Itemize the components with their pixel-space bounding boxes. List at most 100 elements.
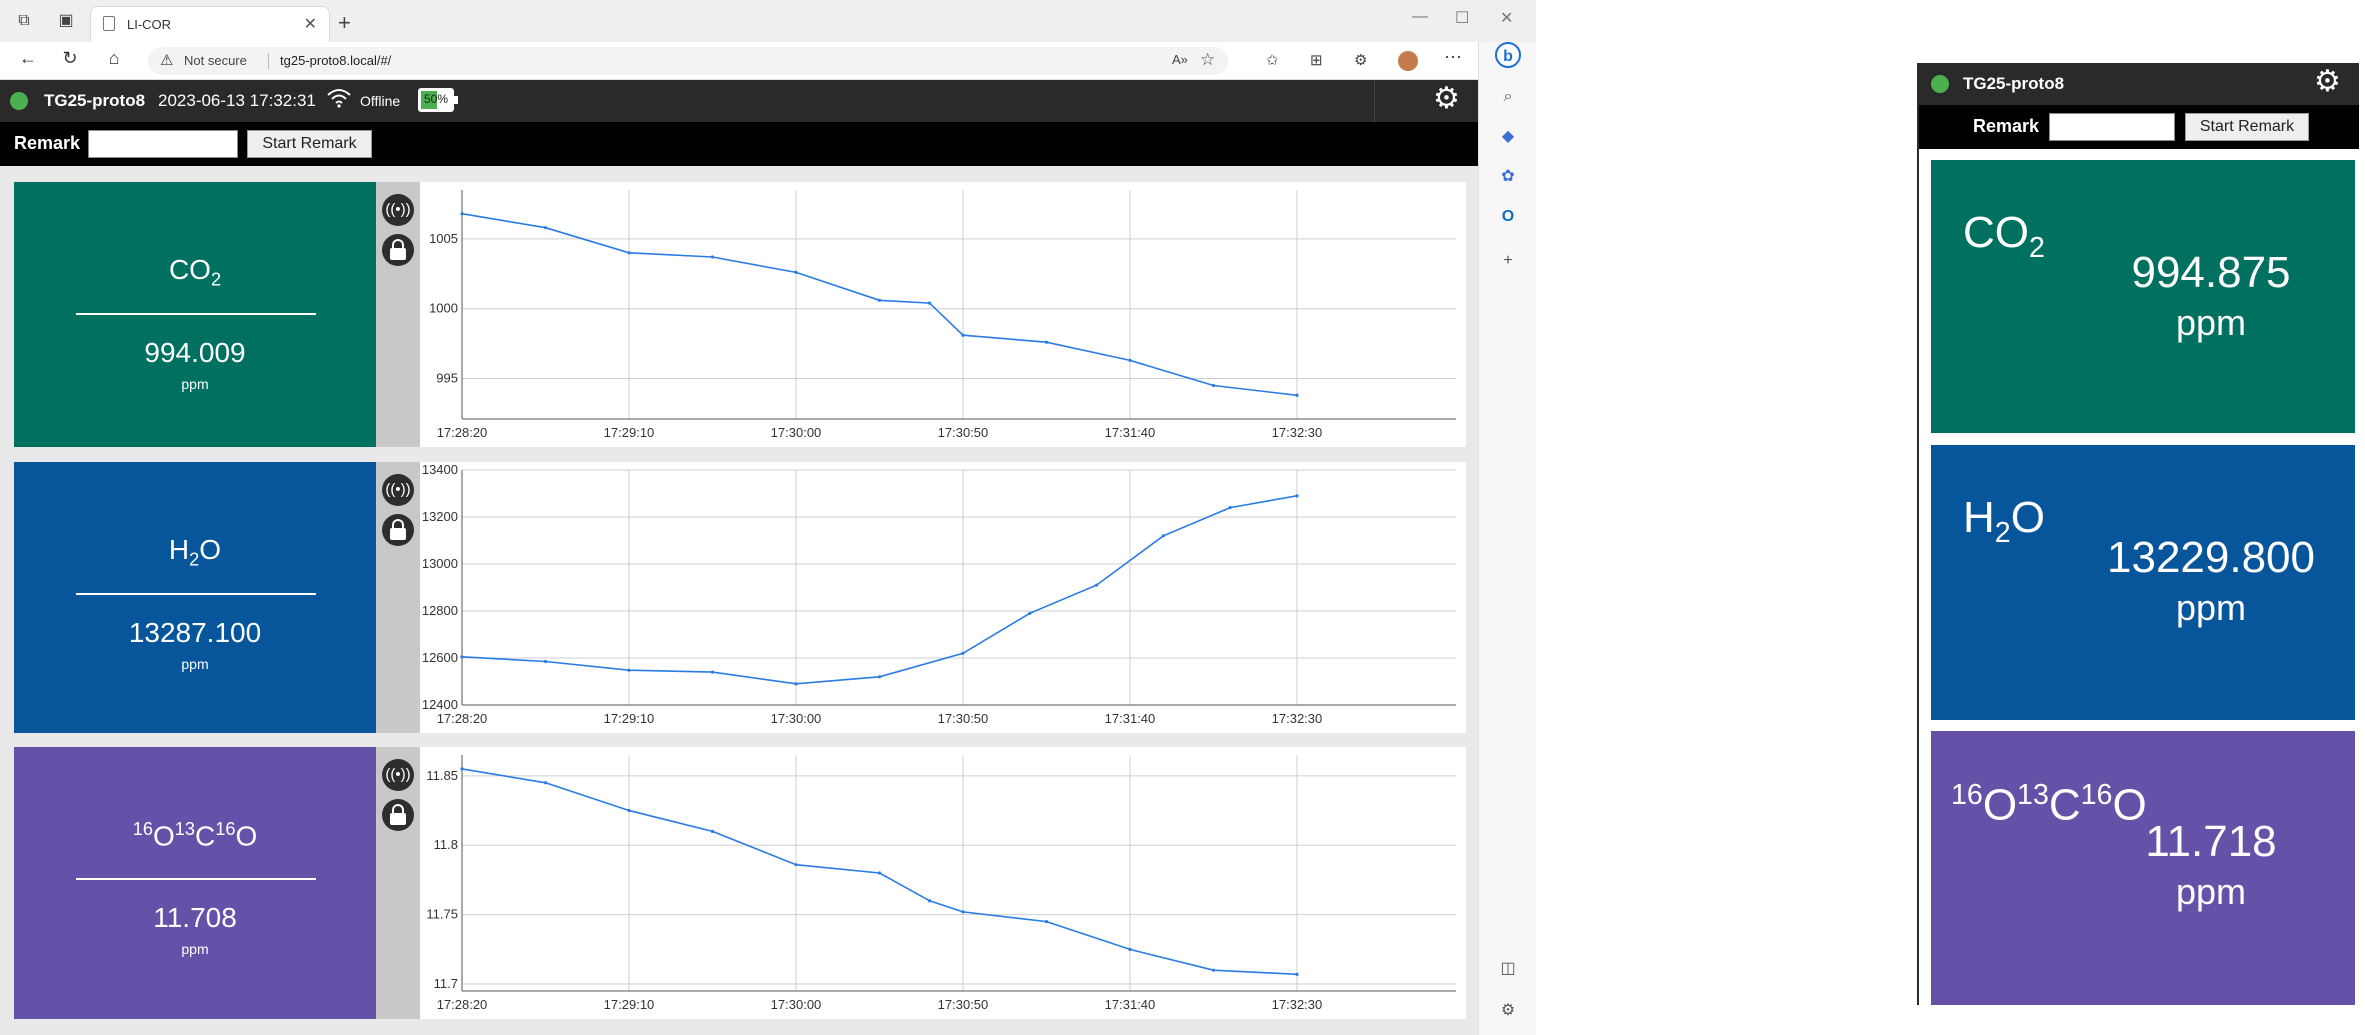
gas-name: CO2 [1963,208,2045,264]
remark-input[interactable] [2049,113,2175,141]
start-remark-button[interactable]: Start Remark [2185,113,2309,141]
y-tick-label: 995 [436,371,458,386]
workspaces-icon[interactable]: ⧉ [18,12,30,29]
isotope-chart[interactable]: 11.85 11.8 11.75 11.7 17:28:20 17:29:10 17:30:… [420,747,1466,1019]
y-tick-label: 11.7 [434,976,458,991]
h2o-card[interactable]: H2O 13287.100 ppm [14,462,376,733]
data-point [961,910,965,914]
browser-tab[interactable]: LI-COR ✕ [90,6,330,42]
broadcast-icon[interactable]: ((•)) [382,759,414,791]
isotope-card[interactable]: 16O13C16O 11.708 ppm [14,747,376,1019]
x-tick-label: 17:30:50 [938,425,989,440]
data-point [627,808,631,813]
chart-svg: 11.85 11.8 11.75 11.7 17:28:20 17:29:10 17:30:… [426,755,1456,1012]
gas-unit: ppm [2175,302,2247,343]
home-icon[interactable]: ⌂ [108,48,120,68]
datetime: 2023-06-13 17:32:31 [158,91,316,110]
new-tab-icon[interactable]: + [338,10,351,35]
refresh-icon[interactable]: ↻ [62,48,78,68]
outlook-icon[interactable]: O [1501,208,1515,225]
remark-bar: Remark Start Remark [0,122,1478,166]
minimize-icon[interactable]: — [1412,8,1428,25]
connection-status: Offline [360,93,401,109]
data-point [710,829,715,833]
y-tick-label: 12600 [422,650,458,665]
add-icon[interactable]: + [1503,252,1513,269]
y-tick-label: 13000 [422,556,458,571]
data-point [1295,393,1299,397]
close-tab-icon[interactable]: ✕ [303,16,317,33]
remark-label: Remark [14,133,81,153]
url-text[interactable]: tg25-proto8.local/#/ [280,53,392,68]
gas-name: 16O13C16O [1951,779,2147,830]
favorite-star-icon[interactable]: ☆ [1200,50,1216,69]
gas-name: 16O13C16O [132,819,258,852]
chart-svg: 1005 1000 995 17:28:20 17:29:10 17:30:00 17:30… [429,190,1456,440]
x-tick-label: 17:31:40 [1105,997,1156,1012]
maximize-icon[interactable]: ☐ [1455,10,1470,27]
broadcast-icon[interactable]: ((•)) [382,194,414,226]
isotope-reading[interactable]: 16O13C16O 11.718 ppm [1931,731,2355,1005]
start-remark-button[interactable]: Start Remark [247,130,372,158]
lock-icon[interactable] [382,799,414,831]
data-point [1295,494,1299,498]
x-tick-label: 17:30:00 [771,711,822,726]
lock-icon[interactable] [382,234,414,266]
gear-icon[interactable]: ⚙ [1433,82,1460,115]
search-icon[interactable]: ⌕ [1503,88,1513,105]
broadcast-icon[interactable]: ((•)) [382,474,414,506]
x-tick-label: 17:31:40 [1105,711,1156,726]
data-point [1028,611,1032,615]
browser-window: ⧉ ▣ LI-COR ✕ + — ☐ ✕ ← ↻ ⌂ ⚠ Not secure … [0,0,1536,1035]
collections-icon[interactable]: ⊞ [1310,52,1323,69]
x-tick-label: 17:28:20 [437,997,488,1012]
tools-icon[interactable]: ✿ [1501,168,1515,185]
co2-chart[interactable]: 1005 1000 995 17:28:20 17:29:10 17:30:00 17:30… [420,182,1466,447]
x-tick-label: 17:30:00 [771,425,822,440]
data-point [460,212,464,216]
y-tick-label: 13400 [422,462,458,477]
x-tick-label: 17:30:50 [938,711,989,726]
gear-icon[interactable]: ⚙ [2314,65,2341,98]
back-icon[interactable]: ← [19,48,37,68]
h2o-chart[interactable]: 13400 13200 13000 12800 12600 12400 17:28:20 17… [420,462,1466,733]
remark-bar: Remark Start Remark [1919,105,2359,149]
data-point [1044,919,1049,924]
x-tick-label: 17:29:10 [604,425,655,440]
device-name: TG25-proto8 [1963,74,2065,93]
data-point [460,767,464,771]
x-tick-label: 17:29:10 [604,711,655,726]
extensions-icon[interactable]: ⚙ [1354,52,1368,69]
sidebar-toggle-icon[interactable]: ◫ [1500,960,1516,977]
tab-actions-icon[interactable]: ▣ [58,12,74,29]
co2-reading[interactable]: CO2 994.875 ppm [1931,160,2355,433]
more-menu-icon[interactable]: ⋯ [1444,47,1462,67]
data-point [1128,947,1132,951]
data-point [877,871,882,875]
data-point [877,298,882,302]
lock-icon[interactable] [382,514,414,546]
favorites-icon[interactable]: ✩ [1266,52,1279,69]
co2-card[interactable]: CO2 994.009 ppm [14,182,376,447]
bing-icon[interactable]: b [1495,42,1521,68]
wifi-icon [326,88,352,114]
data-point [543,226,548,230]
gas-unit: ppm [181,656,209,672]
battery-percent: 50% [423,92,449,106]
settings-icon[interactable]: ⚙ [1500,1002,1516,1019]
gas-value: 994.009 [144,337,246,368]
data-point [710,255,715,259]
address-bar[interactable]: ⚠ Not secure tg25-proto8.local/#/ A» ☆ [148,47,1228,75]
security-label[interactable]: Not secure [184,53,247,68]
close-window-icon[interactable]: ✕ [1500,10,1514,27]
h2o-reading[interactable]: H2O 13229.800 ppm [1931,445,2355,720]
warning-icon[interactable]: ⚠ [160,52,174,69]
data-point [1161,534,1165,538]
read-aloud-icon[interactable]: A» [1172,52,1188,67]
data-point [460,655,464,659]
remark-input[interactable] [88,130,238,158]
gas-name: H2O [1963,493,2045,549]
profile-avatar[interactable] [1398,51,1418,71]
shopping-tag-icon[interactable]: ◆ [1501,128,1515,145]
